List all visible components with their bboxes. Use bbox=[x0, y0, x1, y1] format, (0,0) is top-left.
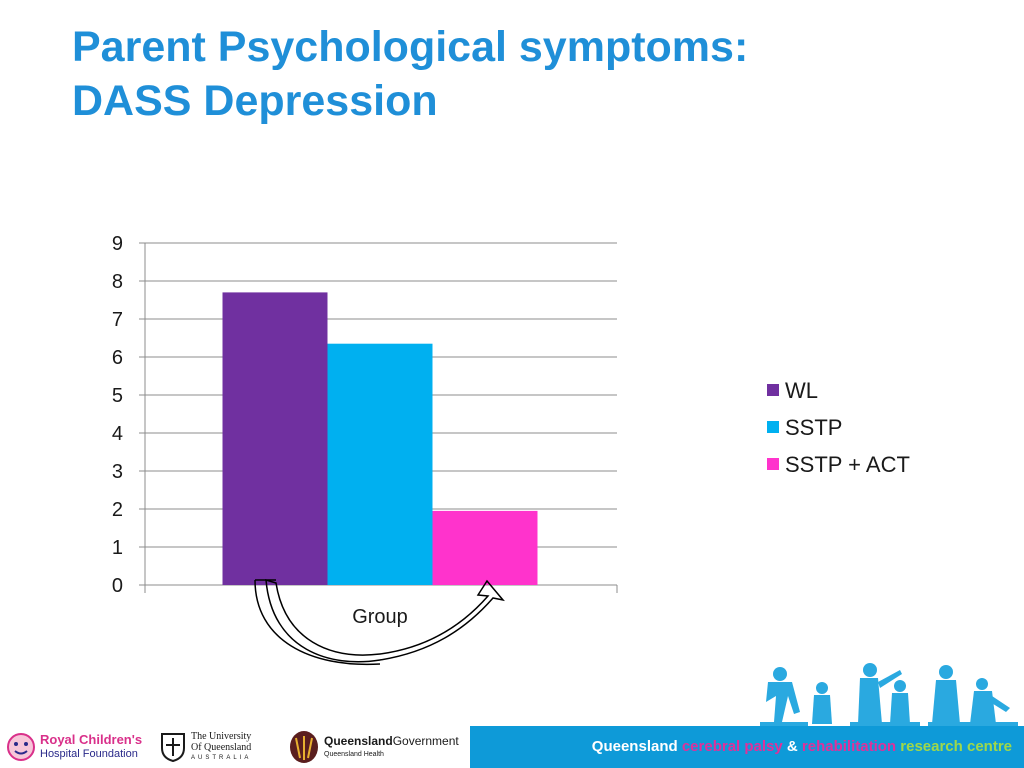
centre-name-part-4: rehabilitation bbox=[801, 738, 897, 755]
legend-swatch bbox=[767, 384, 779, 396]
coat-of-arms-icon bbox=[290, 731, 318, 763]
legend: WL SSTP SSTP + ACT bbox=[767, 378, 910, 477]
y-tick-label: 4 bbox=[112, 423, 123, 445]
y-tick-label: 8 bbox=[112, 271, 123, 293]
research-centre-name: Queensland cerebral palsy & rehabilitati… bbox=[592, 726, 1012, 768]
bar-sstp bbox=[327, 343, 433, 585]
y-tick-label: 1 bbox=[112, 537, 123, 559]
centre-name-part-2: cerebral palsy bbox=[681, 738, 783, 755]
slide-title-line-2: DASS Depression bbox=[72, 77, 438, 125]
bar-sstp-act bbox=[432, 510, 538, 585]
legend-swatch bbox=[767, 458, 779, 470]
x-axis-title: Group bbox=[352, 606, 408, 628]
y-tick-label: 5 bbox=[112, 385, 123, 407]
y-tick-label: 6 bbox=[112, 347, 123, 369]
slide-title-line-1: Parent Psychological symptoms: bbox=[72, 23, 749, 71]
y-tick-label: 0 bbox=[112, 575, 123, 597]
queensland-government-logo: QueenslandGovernment Queensland Health bbox=[288, 726, 468, 768]
legend-label: SSTP + ACT bbox=[785, 452, 910, 477]
centre-name-part-3: & bbox=[782, 738, 802, 755]
footer-bar: Royal Children's Hospital Foundation The… bbox=[0, 726, 1024, 768]
smiley-face-icon bbox=[7, 733, 35, 761]
bars bbox=[222, 292, 538, 585]
y-tick-label: 9 bbox=[112, 233, 123, 255]
uq-logo-line-3: AUSTRALIA bbox=[191, 754, 252, 761]
children-figures-logo bbox=[760, 663, 1018, 728]
footer-band: Queensland cerebral palsy & rehabilitati… bbox=[470, 726, 1024, 768]
rch-logo-line-1: Royal Children's bbox=[40, 732, 143, 747]
qg-logo-rest: Government bbox=[392, 733, 459, 748]
bar-chart: 0 1 2 3 4 5 6 7 8 9 Group WL SSTP SSTP + ACT bbox=[112, 233, 910, 666]
slide-title: Parent Psychological symptoms: DASS Depr… bbox=[72, 20, 972, 128]
curved-double-arrow-icon bbox=[254, 578, 505, 666]
legend-swatch bbox=[767, 421, 779, 433]
qg-logo-bold: Queensland bbox=[324, 733, 393, 748]
university-of-queensland-logo: The University Of Queensland AUSTRALIA bbox=[160, 726, 285, 768]
rch-logo-line-2: Hospital Foundation bbox=[40, 748, 138, 760]
legend-label: WL bbox=[785, 378, 818, 403]
centre-name-part-5: research centre bbox=[896, 738, 1012, 755]
crest-icon bbox=[161, 733, 185, 762]
uq-logo-line-2: Of Queensland bbox=[191, 741, 252, 753]
y-tick-label: 2 bbox=[112, 499, 123, 521]
y-tick-labels: 0 1 2 3 4 5 6 7 8 9 bbox=[112, 233, 123, 597]
y-tick-label: 7 bbox=[112, 309, 123, 331]
legend-label: SSTP bbox=[785, 415, 842, 440]
royal-childrens-hospital-foundation-logo: Royal Children's Hospital Foundation bbox=[6, 726, 156, 768]
centre-name-part-1: Queensland bbox=[591, 738, 682, 755]
y-tick-label: 3 bbox=[112, 461, 123, 483]
uq-logo-line-1: The University bbox=[191, 730, 252, 742]
bar-wl bbox=[222, 292, 328, 585]
qg-logo-sub: Queensland Health bbox=[324, 750, 384, 758]
